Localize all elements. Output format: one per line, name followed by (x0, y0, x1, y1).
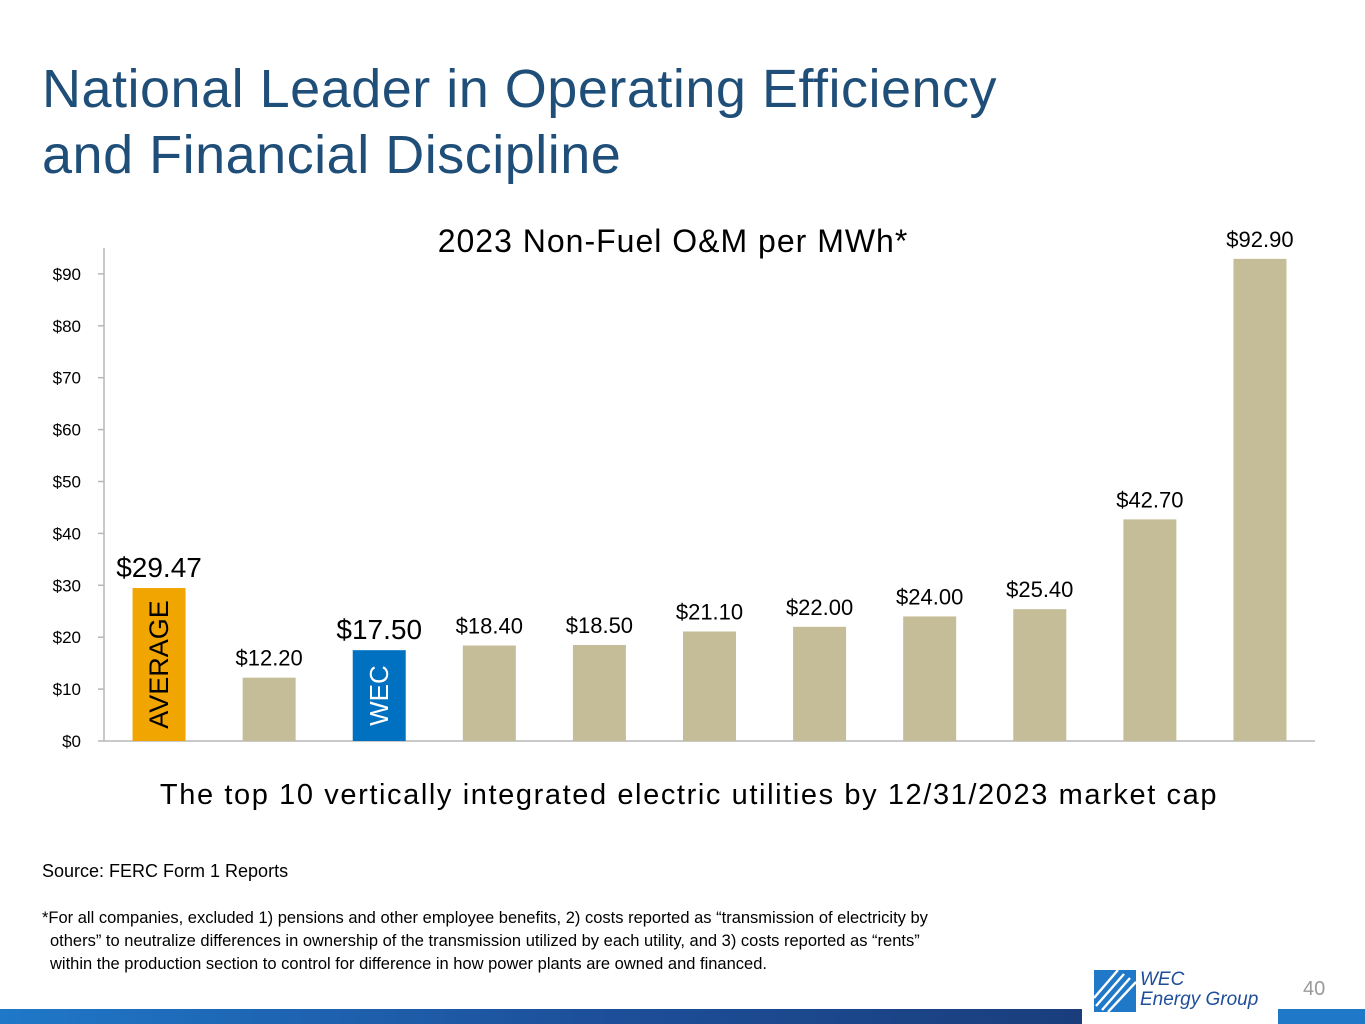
slide-title-line-1: National Leader in Operating Efficiency (42, 59, 998, 119)
x-axis-label: The top 10 vertically integrated electri… (160, 779, 1218, 811)
page-number: 40 (1303, 978, 1326, 1000)
slide-title-line-2: and Financial Discipline (42, 125, 622, 185)
y-tick-label: $60 (53, 421, 81, 440)
data-label: $12.20 (235, 646, 302, 671)
footnote-line-3: within the production section to control… (50, 955, 767, 973)
slide-title: National Leader in Operating Efficiency … (42, 56, 1242, 188)
footer-bar-right (1278, 1009, 1365, 1024)
wec-energy-logo: WEC Energy Group (1094, 970, 1264, 1014)
y-tick-label: $70 (53, 369, 81, 388)
data-label: $18.40 (456, 614, 523, 639)
source-note: Source: FERC Form 1 Reports (42, 861, 289, 881)
y-tick-label: $10 (53, 680, 81, 699)
data-label: $92.90 (1226, 227, 1293, 252)
logo-line-1: WEC (1140, 969, 1185, 990)
logo-line-2: Energy Group (1140, 989, 1259, 1010)
bar-inner-label: WEC (364, 665, 394, 726)
bar-inner-label: AVERAGE (144, 600, 174, 729)
y-tick-label: $40 (53, 524, 81, 543)
footnote: *For all companies, excluded 1) pensions… (42, 907, 1072, 976)
y-tick-label: $80 (53, 317, 81, 336)
footnote-line-1: *For all companies, excluded 1) pensions… (42, 909, 928, 927)
y-tick-label: $0 (62, 732, 81, 751)
bar-wec (352, 650, 406, 741)
footnote-line-2: others” to neutralize differences in own… (50, 932, 920, 950)
y-tick-label: $30 (53, 576, 81, 595)
data-label: $22.00 (786, 595, 853, 620)
bar-peer (793, 626, 847, 741)
bar-peer (1233, 258, 1287, 741)
bar-peer (572, 644, 626, 741)
bar-peer (1123, 519, 1177, 741)
y-tick-label: $20 (53, 628, 81, 647)
bar-peer (903, 616, 957, 741)
data-label: $29.47 (116, 552, 202, 583)
bars-group: $29.47 AVERAGE $12.20 $17.50 WEC $18.40 $18.50… (116, 227, 1294, 741)
y-axis-ticks: $0 $10 $20 $30 $40 $50 $60 $70 $80 $90 (53, 265, 104, 751)
data-label: $25.40 (1006, 577, 1073, 602)
y-tick-label: $50 (53, 473, 81, 492)
bar-peer (1013, 609, 1067, 741)
data-label: $21.10 (676, 599, 743, 624)
bar-peer (683, 631, 736, 741)
data-label: $42.70 (1116, 487, 1183, 512)
data-label: $18.50 (566, 613, 633, 638)
bar-average (132, 588, 186, 741)
bar-peer (242, 677, 296, 741)
logo-wordmark: WEC Energy Group (1140, 970, 1258, 1010)
wec-logo-mark-icon (1094, 970, 1136, 1012)
footer-bar (0, 1009, 1082, 1024)
data-label: $24.00 (896, 584, 963, 609)
om-bar-chart: 2023 Non-Fuel O&M per MWh* $0 $10 $20 $30 $4… (53, 223, 1315, 811)
data-label: $17.50 (336, 614, 422, 645)
chart-title: 2023 Non-Fuel O&M per MWh* (438, 223, 909, 259)
y-tick-label: $90 (53, 265, 81, 284)
bar-peer (462, 645, 516, 741)
